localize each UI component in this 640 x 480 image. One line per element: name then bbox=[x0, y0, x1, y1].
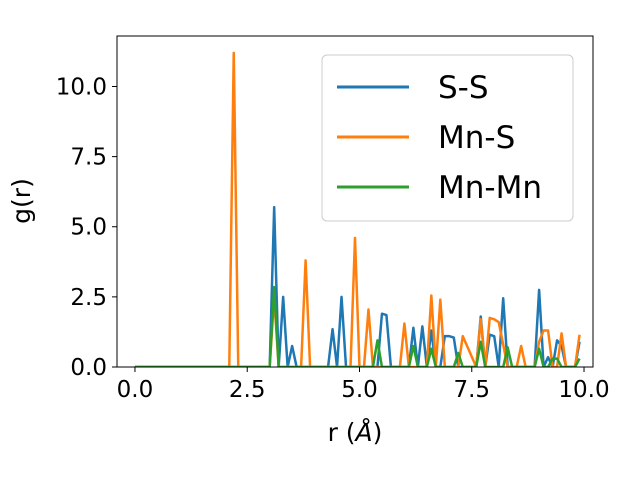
x-axis-label: r (Å) bbox=[328, 418, 383, 447]
y-axis-ticks: 0.0 2.5 5.0 7.5 10.0 bbox=[56, 74, 117, 381]
legend-label-mn-s: Mn-S bbox=[438, 120, 515, 156]
x-tick-label: 2.5 bbox=[229, 377, 266, 403]
y-tick-label: 0.0 bbox=[70, 355, 107, 381]
y-tick-label: 10.0 bbox=[56, 74, 107, 100]
legend: S-S Mn-S Mn-Mn bbox=[321, 54, 574, 222]
y-tick-label: 5.0 bbox=[70, 215, 107, 241]
series-line-mn-s bbox=[134, 51, 581, 367]
legend-label-s-s: S-S bbox=[438, 70, 489, 106]
x-tick-label: 7.5 bbox=[453, 377, 490, 403]
plot-frame bbox=[116, 35, 594, 368]
x-tick-label: 10.0 bbox=[558, 377, 609, 403]
y-tick-label: 2.5 bbox=[70, 285, 107, 311]
x-tick-label: 5.0 bbox=[341, 377, 378, 403]
series-layer bbox=[134, 51, 581, 367]
y-tick-label: 7.5 bbox=[70, 145, 107, 171]
legend-box bbox=[321, 54, 574, 222]
x-tick-label: 0.0 bbox=[117, 377, 154, 403]
x-axis-ticks: 0.0 2.5 5.0 7.5 10.0 bbox=[117, 367, 610, 403]
legend-label-mn-mn: Mn-Mn bbox=[438, 170, 542, 206]
series-line-mn-mn bbox=[134, 285, 581, 367]
y-axis-label: g(r) bbox=[7, 178, 36, 224]
